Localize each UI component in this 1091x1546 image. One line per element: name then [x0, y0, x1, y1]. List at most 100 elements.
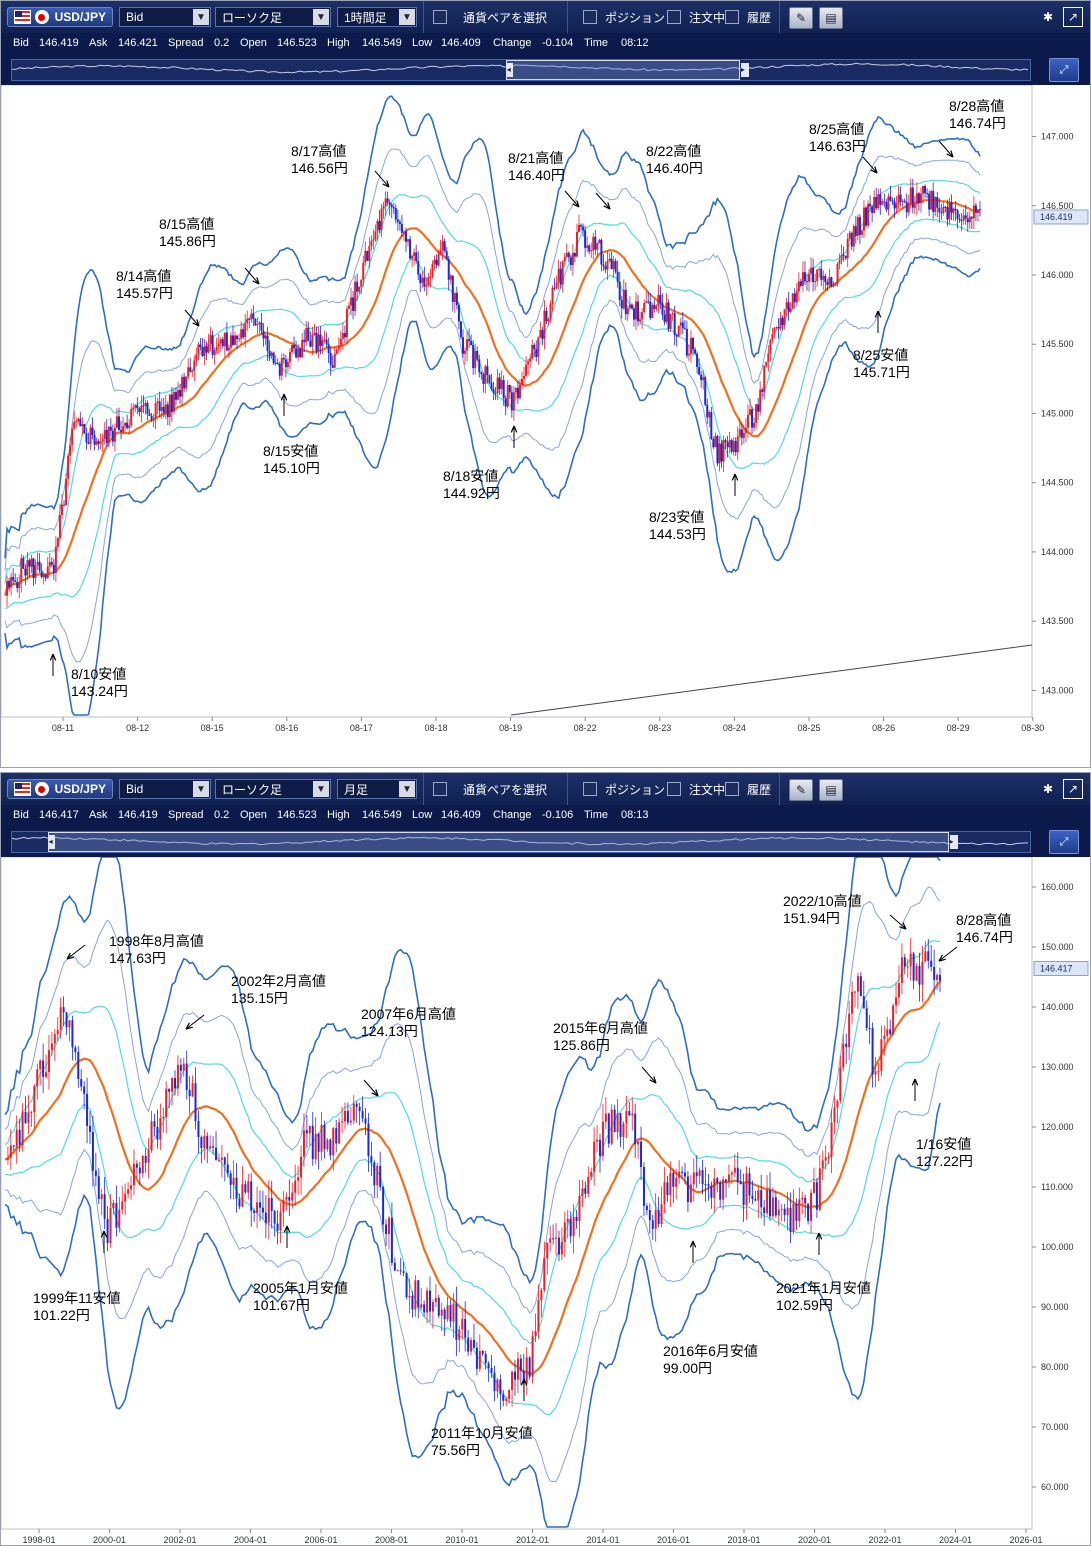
candle-body: [346, 1110, 349, 1123]
orders-toggle[interactable]: 注文中: [667, 7, 725, 27]
candle-body: [716, 1178, 719, 1183]
candle-body: [874, 1071, 877, 1075]
layout-button[interactable]: ▤: [819, 7, 843, 29]
price-type-select[interactable]: Bid ▼: [119, 779, 211, 799]
candle-body: [547, 319, 550, 322]
candle-body: [755, 404, 758, 423]
timeframe-select[interactable]: 1時間足 ▼: [337, 7, 417, 27]
price-axis-label: 90.000: [1041, 1302, 1069, 1312]
candle-body: [376, 1165, 379, 1186]
open-label: Open: [240, 809, 267, 821]
price-axis-label: 150.000: [1041, 942, 1074, 952]
candle-body: [250, 313, 253, 320]
layout-button[interactable]: ▤: [819, 779, 843, 801]
candle-body: [234, 335, 237, 345]
candle-body: [601, 1121, 604, 1156]
navigator-sparkline: [12, 62, 1029, 74]
candle-body: [865, 207, 868, 226]
candle-body: [549, 1238, 552, 1243]
candle-body: [361, 1111, 364, 1119]
candle-body: [708, 412, 711, 418]
pair-select-checkbox[interactable]: 通貨ペアを選択: [433, 779, 547, 799]
candle-body: [639, 319, 642, 322]
candle-body: [183, 376, 186, 389]
candle-body: [335, 349, 338, 354]
zoom-button[interactable]: ⤢: [1049, 830, 1079, 854]
popout-button[interactable]: ↗: [1063, 779, 1083, 799]
settings-button[interactable]: ✱: [1037, 7, 1059, 27]
bollinger-band-3sigma-lower: [4, 1102, 941, 1528]
candle-body: [666, 1182, 669, 1196]
drag-handle-left-icon[interactable]: ◂: [506, 63, 513, 77]
candle-body: [81, 424, 84, 427]
candle-body: [757, 1190, 760, 1201]
candle-body: [115, 1202, 118, 1228]
navigator-window[interactable]: ◂ ▸: [505, 60, 749, 80]
annotation-price: 101.67円: [253, 1297, 310, 1313]
chart-type-select[interactable]: ローソク足 ▼: [215, 779, 331, 799]
checkbox-icon: [667, 782, 681, 796]
price-chart[interactable]: 147.000 146.500 146.000 145.500 145.000 144.5…: [1, 85, 1090, 735]
low-value: 146.409: [441, 37, 481, 49]
drag-handle-right-icon[interactable]: ▸: [740, 63, 749, 77]
candle-body: [370, 1156, 373, 1163]
candle-body: [514, 1371, 516, 1380]
candle-body: [333, 353, 336, 368]
candle-body: [21, 1111, 24, 1145]
draw-tool-button[interactable]: ✎: [789, 779, 813, 801]
chart-type-select[interactable]: ローソク足 ▼: [215, 7, 331, 27]
drag-handle-left-icon[interactable]: ◂: [48, 835, 55, 849]
position-toggle[interactable]: ポジション: [583, 779, 665, 799]
candle-body: [121, 1201, 124, 1210]
history-toggle[interactable]: 履歴: [725, 779, 771, 799]
candle-body: [567, 252, 570, 258]
annotation-price: 146.40円: [646, 160, 703, 176]
candle-body: [840, 254, 843, 260]
candle-body: [586, 245, 589, 248]
candle-body: [660, 1204, 663, 1224]
currency-pair-button[interactable]: USD/JPY: [7, 7, 113, 27]
candle-body: [628, 304, 631, 309]
drag-handle-right-icon[interactable]: ▸: [949, 835, 958, 849]
candle-body: [235, 1177, 238, 1199]
annotation-price: 101.22円: [33, 1307, 90, 1323]
price-type-select[interactable]: Bid ▼: [119, 7, 211, 27]
candle-body: [930, 191, 933, 210]
candle-body: [590, 1171, 593, 1177]
candle-body: [378, 220, 381, 230]
candle-body: [833, 1107, 836, 1123]
candle-body: [425, 285, 428, 287]
orders-toggle[interactable]: 注文中: [667, 779, 725, 799]
candle-body: [525, 364, 528, 376]
arrowhead-icon: [899, 922, 907, 930]
candle-body: [545, 310, 548, 322]
settings-button[interactable]: ✱: [1037, 779, 1059, 799]
navigator-track[interactable]: ◂ ▸: [11, 59, 1031, 81]
candle-body: [748, 1173, 751, 1196]
currency-pair-button[interactable]: USD/JPY: [7, 779, 113, 799]
candle-body: [14, 580, 17, 583]
candle-body: [282, 358, 285, 360]
draw-tool-button[interactable]: ✎: [789, 7, 813, 29]
popout-button[interactable]: ↗: [1063, 7, 1083, 27]
us-flag-icon: [14, 782, 32, 796]
candle-body: [795, 291, 798, 303]
pair-select-checkbox[interactable]: 通貨ペアを選択: [433, 7, 547, 27]
navigator-track[interactable]: ◂ ▸: [11, 831, 1031, 853]
timeframe-select[interactable]: 月足 ▼: [337, 779, 417, 799]
candle-body: [141, 1155, 144, 1174]
zoom-button[interactable]: ⤢: [1049, 58, 1079, 82]
history-toggle[interactable]: 履歴: [725, 7, 771, 27]
candle-body: [810, 267, 813, 275]
candle-body: [915, 193, 918, 205]
arrow-up-right-icon: ↗: [1067, 782, 1079, 796]
annotation-price: 145.86円: [159, 233, 216, 249]
candle-body: [824, 1157, 827, 1161]
navigator-window[interactable]: ◂ ▸: [47, 832, 958, 852]
candle-body: [103, 1194, 106, 1219]
position-toggle[interactable]: ポジション: [583, 7, 665, 27]
candle-body: [593, 1141, 596, 1172]
price-chart[interactable]: 160.000 150.000 140.000 130.000 120.000 110.0…: [1, 857, 1090, 1546]
